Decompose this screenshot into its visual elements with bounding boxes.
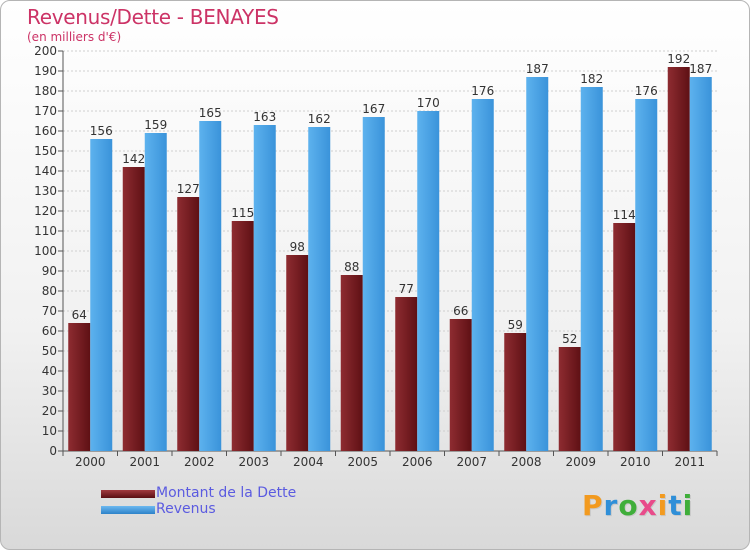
y-tick-label: 90	[42, 264, 57, 278]
y-tick-label: 180	[34, 84, 57, 98]
y-tick-label: 150	[34, 144, 57, 158]
x-tick-label: 2002	[184, 455, 215, 469]
y-tick-label: 10	[42, 424, 57, 438]
y-tick-label: 20	[42, 404, 57, 418]
bar-dette	[340, 275, 363, 451]
bar-dette	[286, 255, 309, 451]
data-label-dette: 66	[453, 304, 468, 318]
bar-revenus	[253, 125, 276, 451]
data-label-revenus: 159	[144, 118, 167, 132]
data-label-dette: 59	[508, 318, 523, 332]
data-label-revenus: 165	[199, 106, 222, 120]
x-tick-label: 2006	[402, 455, 433, 469]
bar-dette	[177, 197, 200, 451]
y-tick-label: 200	[34, 44, 57, 58]
x-tick-label: 2005	[347, 455, 378, 469]
x-tick-label: 2001	[129, 455, 160, 469]
bar-revenus	[580, 87, 603, 451]
data-label-dette: 142	[122, 152, 145, 166]
data-label-revenus: 167	[362, 102, 385, 116]
x-tick-label: 2011	[674, 455, 705, 469]
y-tick-label: 140	[34, 164, 57, 178]
y-tick-label: 110	[34, 224, 57, 238]
bar-revenus	[199, 121, 222, 451]
data-label-dette: 52	[562, 332, 577, 346]
bar-dette	[558, 347, 581, 451]
data-label-revenus: 182	[580, 72, 603, 86]
y-tick-label: 120	[34, 204, 57, 218]
y-tick-label: 80	[42, 284, 57, 298]
bar-dette	[395, 297, 418, 451]
legend-swatch-dette	[101, 490, 155, 498]
bar-revenus	[308, 127, 331, 451]
bar-dette	[122, 167, 145, 451]
data-label-revenus: 156	[90, 124, 113, 138]
bar-revenus	[144, 133, 167, 451]
logo-letter: P	[582, 489, 604, 522]
bar-dette	[504, 333, 527, 451]
logo-letter: x	[638, 489, 658, 522]
data-label-dette: 77	[399, 282, 414, 296]
bar-revenus	[689, 77, 712, 451]
data-label-dette: 98	[290, 240, 305, 254]
x-tick-label: 2008	[511, 455, 542, 469]
logo-letter: i	[682, 489, 694, 522]
proxiti-logo: Proxiti	[582, 489, 693, 522]
bar-revenus	[362, 117, 385, 451]
logo-letter: o	[618, 489, 639, 522]
x-tick-label: 2000	[75, 455, 106, 469]
y-tick-label: 0	[49, 444, 57, 458]
logo-letter: i	[657, 489, 669, 522]
x-tick-label: 2007	[456, 455, 487, 469]
logo-letter: t	[668, 489, 683, 522]
bar-revenus	[471, 99, 494, 451]
data-label-dette: 115	[231, 206, 254, 220]
bar-revenus	[90, 139, 113, 451]
y-tick-label: 170	[34, 104, 57, 118]
data-label-dette: 192	[667, 52, 690, 66]
chart-subtitle: (en milliers d'€)	[27, 30, 122, 44]
data-label-revenus: 176	[635, 84, 658, 98]
x-tick-label: 2004	[293, 455, 324, 469]
y-tick-label: 100	[34, 244, 57, 258]
data-label-revenus: 163	[253, 110, 276, 124]
bar-dette	[231, 221, 254, 451]
data-label-dette: 64	[72, 308, 87, 322]
data-label-revenus: 176	[471, 84, 494, 98]
legend-label-revenus: Revenus	[156, 501, 216, 517]
data-label-revenus: 187	[526, 62, 549, 76]
y-tick-label: 130	[34, 184, 57, 198]
legend-swatch-revenus	[101, 506, 155, 514]
y-tick-label: 30	[42, 384, 57, 398]
data-label-dette: 127	[177, 182, 200, 196]
data-label-dette: 88	[344, 260, 359, 274]
bar-revenus	[635, 99, 658, 451]
data-label-revenus: 162	[308, 112, 331, 126]
y-tick-label: 190	[34, 64, 57, 78]
y-tick-label: 40	[42, 364, 57, 378]
x-tick-label: 2009	[565, 455, 596, 469]
bar-dette	[613, 223, 636, 451]
bar-revenus	[526, 77, 549, 451]
y-tick-label: 60	[42, 324, 57, 338]
data-label-revenus: 187	[689, 62, 712, 76]
bar-dette	[667, 67, 690, 451]
data-label-dette: 114	[613, 208, 636, 222]
x-tick-label: 2003	[238, 455, 269, 469]
x-tick-label: 2010	[620, 455, 651, 469]
bar-dette	[68, 323, 91, 451]
y-tick-label: 70	[42, 304, 57, 318]
y-tick-label: 160	[34, 124, 57, 138]
data-label-revenus: 170	[417, 96, 440, 110]
bar-dette	[449, 319, 472, 451]
chart-title: Revenus/Dette - BENAYES	[27, 5, 279, 29]
bar-revenus	[417, 111, 440, 451]
legend-label-dette: Montant de la Dette	[156, 485, 297, 501]
y-tick-label: 50	[42, 344, 57, 358]
logo-letter: r	[603, 489, 619, 522]
